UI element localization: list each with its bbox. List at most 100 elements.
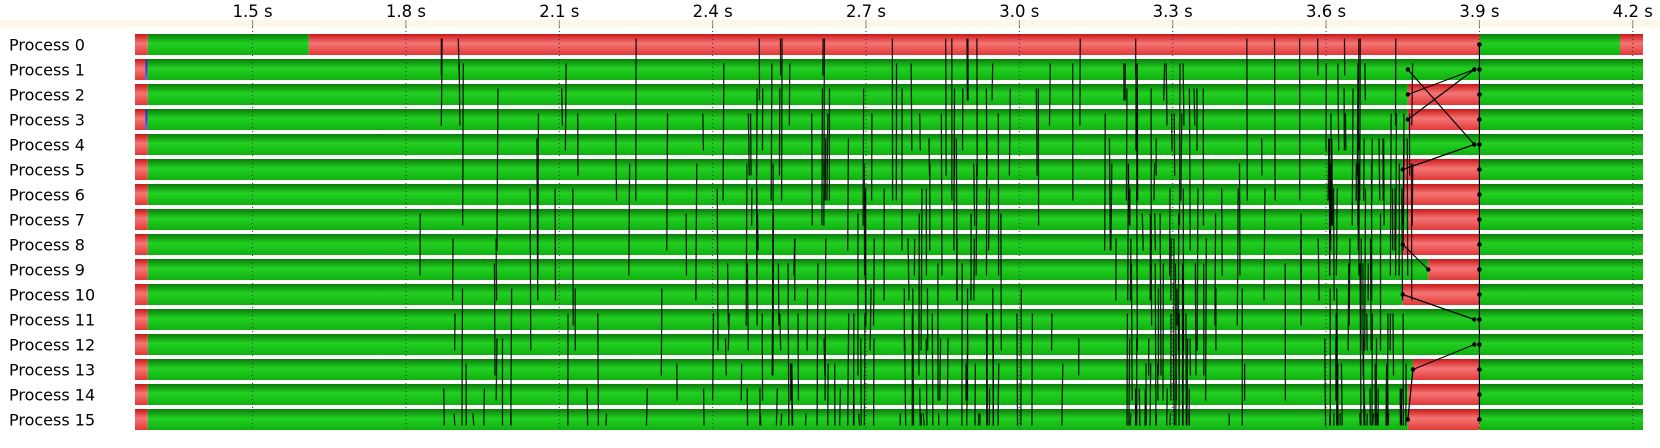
state-segment-wait (135, 84, 148, 105)
state-segment-wait (135, 159, 148, 180)
message-endpoint (1400, 167, 1405, 172)
x-tick-label: 4.2 s (1613, 2, 1653, 21)
sync-point (1477, 392, 1482, 397)
x-tick-label: 3.0 s (999, 2, 1039, 21)
message-endpoint (1410, 367, 1416, 372)
state-segment-init (145, 59, 148, 80)
x-tick-label: 3.6 s (1306, 2, 1346, 21)
state-segment-compute (147, 109, 1408, 130)
communication-line (1363, 388, 1366, 426)
process-label: Process 10 (9, 286, 95, 305)
state-segment-wait (1402, 159, 1480, 180)
communication-line (695, 163, 698, 301)
communication-line (770, 63, 773, 201)
communication-line (1129, 413, 1132, 426)
communication-line (716, 188, 719, 351)
communication-line (1348, 238, 1351, 326)
communication-line (440, 38, 443, 126)
process-row (135, 409, 1643, 430)
communication-line (907, 238, 910, 301)
communication-line (940, 113, 943, 276)
communication-line (724, 338, 727, 376)
message-endpoint (1426, 267, 1431, 272)
communication-line (826, 113, 829, 201)
state-segment-wait (1407, 209, 1480, 230)
communication-line (483, 388, 486, 426)
communication-line (1220, 188, 1223, 276)
process-label: Process 3 (9, 111, 85, 130)
state-segment-compute (1479, 234, 1643, 255)
communication-line (838, 388, 842, 426)
state-segment-compute (147, 159, 1403, 180)
process-row (135, 134, 1643, 155)
communication-line (827, 363, 829, 426)
communication-line (1364, 188, 1367, 351)
process-row (135, 159, 1643, 180)
process-label: Process 0 (9, 36, 85, 55)
state-segment-wait (1428, 259, 1480, 280)
row-labels: Process 0 Process 1 Process 2 Process 3 Proc… (9, 36, 95, 430)
x-tick-label: 2.7 s (846, 2, 886, 21)
process-row (135, 284, 1643, 305)
message-endpoint (1472, 142, 1477, 147)
message-endpoint (1405, 417, 1411, 422)
state-segment-wait (1402, 284, 1480, 305)
communication-line (1154, 213, 1157, 251)
communication-line (702, 113, 705, 151)
communication-line (1330, 113, 1333, 226)
state-segment-compute (147, 234, 1403, 255)
communication-line (564, 63, 567, 151)
communication-line (1236, 188, 1239, 326)
communication-line (920, 188, 923, 351)
process-row (135, 59, 1643, 80)
state-segment-wait (135, 209, 148, 230)
communication-line (953, 88, 956, 251)
communication-line (1362, 138, 1365, 201)
sync-point (1477, 417, 1482, 422)
communication-line (975, 163, 978, 276)
sync-point (1477, 242, 1482, 247)
communication-line (1359, 38, 1361, 201)
communication-line (1150, 238, 1153, 326)
process-label: Process 14 (9, 386, 95, 405)
state-segment-wait (135, 234, 148, 255)
sync-point (1477, 42, 1482, 47)
process-row (135, 384, 1643, 405)
x-axis: 1.5 s 1.8 s 2.1 s 2.4 s 2.7 s 3.0 s 3.3 s 3.6 s… (233, 2, 1653, 27)
communication-line (1141, 213, 1144, 251)
communication-line (1371, 138, 1373, 201)
state-segment-compute (1479, 259, 1643, 280)
state-segment-wait (135, 309, 148, 330)
process-label: Process 9 (9, 261, 85, 280)
sync-point (1477, 92, 1482, 97)
message-endpoint (1472, 67, 1477, 72)
communication-line (775, 388, 779, 426)
communication-line (462, 63, 464, 226)
state-segment-compute (1479, 184, 1643, 205)
communication-line (779, 313, 782, 351)
communication-line (1359, 413, 1362, 426)
process-label: Process 8 (9, 236, 85, 255)
message-arrow (1407, 68, 1475, 96)
state-segment-wait (1412, 359, 1480, 380)
communication-line (756, 213, 759, 251)
process-label: Process 5 (9, 161, 85, 180)
communication-line (787, 263, 790, 426)
state-segment-wait (308, 34, 1480, 55)
message-arrow (1402, 143, 1475, 171)
state-segment-compute (1479, 284, 1643, 305)
state-segment-compute (1479, 34, 1620, 55)
communication-line (747, 113, 750, 176)
process-label: Process 13 (9, 361, 95, 380)
communication-line (628, 163, 631, 276)
communication-line (1340, 363, 1343, 426)
communication-line (1392, 313, 1395, 376)
communication-line (1332, 188, 1335, 301)
communication-line (1186, 338, 1189, 426)
communication-line (1359, 263, 1362, 426)
communication-line (1188, 88, 1191, 251)
communication-line (1182, 63, 1185, 126)
state-segment-compute (1479, 209, 1643, 230)
communication-line (862, 88, 865, 226)
